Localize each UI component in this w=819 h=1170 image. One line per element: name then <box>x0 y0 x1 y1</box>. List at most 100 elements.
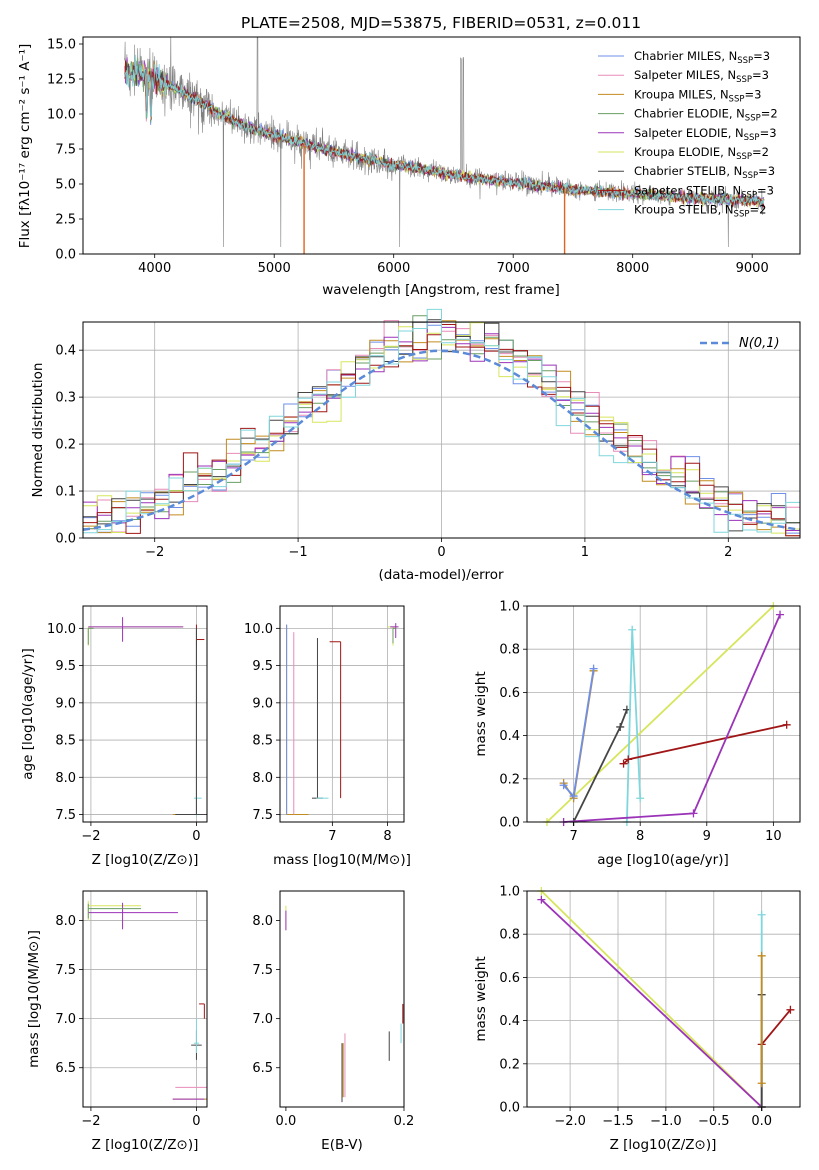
age_vs_mass-y-tick-label: 7.5 <box>252 808 273 823</box>
mass_vs_EBV-y-tick-label: 6.5 <box>252 1061 273 1076</box>
weight_vs_age-point-salpeter-stelib <box>624 755 633 764</box>
mass_vs_Z-x-tick-label: 0 <box>192 1114 200 1129</box>
weight_vs_Z-point-kroupa-stelib <box>757 910 766 919</box>
age_vs_Z-x-tick-label: −2 <box>81 829 100 844</box>
weight_vs_age-x-tick-label: 7 <box>569 829 577 844</box>
age_vs_mass-y-tick-label: 8.5 <box>252 734 273 749</box>
weight_vs_age-y-tick-label: 0.0 <box>499 816 520 831</box>
age_vs_mass-x-tick-label: 8 <box>383 829 391 844</box>
legend-suffix: =3 <box>753 49 770 63</box>
weight_vs_Z-point-salpeter-elodie <box>537 895 546 904</box>
weight_vs_Z-y-tick-label: 1.0 <box>499 885 520 900</box>
weight_vs_Z-x-tick-label: −2.0 <box>554 1114 586 1129</box>
residual-y-axis-label: Normed distribution <box>30 363 46 498</box>
weight_vs_age-point-kroupa-stelib <box>628 625 637 634</box>
residuals-y-tick-label: 0.4 <box>55 344 76 359</box>
massZ-x-axis-label: Z [log10(Z/Z⊙)] <box>92 1137 199 1153</box>
weight_vs_Z-x-tick-label: −1.5 <box>602 1114 634 1129</box>
legend-suffix: =3 <box>760 126 777 140</box>
age_vs_Z-y-tick-label: 8.0 <box>55 771 76 786</box>
residuals-x-tick-label: −2 <box>145 545 164 560</box>
model-spectrum-kroupa-stelib <box>124 54 765 209</box>
age_vs_Z-y-tick-label: 8.5 <box>55 734 76 749</box>
legend-subscript: SSP <box>745 114 761 124</box>
gauss-legend-label: N(0,1) <box>739 336 780 351</box>
weight_vs_Z-point-salpeter-stelib <box>786 1005 795 1014</box>
spectrum-x-tick-label: 7000 <box>497 261 530 276</box>
residuals-x-tick-label: −1 <box>289 545 308 560</box>
age_vs_Z-x-tick-label: 0 <box>192 829 200 844</box>
weight_vs_age-point-chabrier-miles <box>559 781 568 790</box>
weight_vs_age-point-salpeter-elodie <box>776 610 785 619</box>
legend-label: Salpeter MILES, NSSP=3 <box>634 68 769 85</box>
mass_vs_EBV-x-tick-label: 0.0 <box>276 1114 297 1129</box>
massZ-y-axis-label: mass [log10(M/M⊙)] <box>26 930 42 1068</box>
spectrum-y-tick-label: 10.0 <box>47 108 76 123</box>
weight_vs_age-x-tick-label: 8 <box>636 829 644 844</box>
weight_vs_age-point-chabrier-miles <box>569 792 578 801</box>
legend-subscript: SSP <box>737 56 753 66</box>
mass_vs_EBV-y-tick-label: 7.5 <box>252 963 273 978</box>
weight_vs_Z-y-tick-label: 0.0 <box>499 1101 520 1116</box>
residuals-x-tick-label: 0 <box>437 545 445 560</box>
legend-suffix: =3 <box>744 87 761 101</box>
spectrum-x-tick-label: 4000 <box>138 261 171 276</box>
legend-suffix: =2 <box>749 203 766 217</box>
mass_vs_Z-y-tick-label: 6.5 <box>55 1061 76 1076</box>
weight_vs_Z-x-tick-label: −0.5 <box>698 1114 730 1129</box>
spectrum-x-tick-label: 6000 <box>377 261 410 276</box>
spectrum-y-tick-label: 15.0 <box>47 38 76 53</box>
mass_vs_Z-y-tick-label: 7.5 <box>55 963 76 978</box>
legend-suffix: =3 <box>757 183 774 197</box>
legend-label: Salpeter STELIB, NSSP=3 <box>634 183 774 200</box>
legend-label: Salpeter ELODIE, NSSP=3 <box>634 126 777 143</box>
weight_vs_age-y-tick-label: 0.4 <box>499 729 520 744</box>
spectrum-x-axis-label: wavelength [Angstrom, rest frame] <box>322 282 560 298</box>
residuals-y-tick-label: 0.0 <box>55 532 76 547</box>
legend-label: Chabrier STELIB, NSSP=3 <box>634 164 775 181</box>
weight_vs_Z-point-kroupa-miles <box>757 951 766 960</box>
legend-subscript: SSP <box>729 94 745 104</box>
weight_vs_age-point-salpeter-stelib <box>782 720 791 729</box>
mass_vs_EBV-y-tick-label: 8.0 <box>252 914 273 929</box>
legend-subscript: SSP <box>742 171 758 181</box>
weight_vs_age-y-tick-label: 0.6 <box>499 686 520 701</box>
ageZ-x-axis-label: Z [log10(Z/Z⊙)] <box>92 852 199 868</box>
wZ-y-axis-label: mass weight <box>473 956 489 1041</box>
weight_vs_age-point-salpeter-stelib <box>619 759 628 768</box>
weight_vs_Z-y-tick-label: 0.4 <box>499 1014 520 1029</box>
mass_vs_EBV-y-tick-label: 7.0 <box>252 1012 273 1027</box>
residuals-x-tick-label: 2 <box>724 545 732 560</box>
legend-label: Chabrier MILES, NSSP=3 <box>634 49 770 66</box>
spectrum-y-tick-label: 5.0 <box>55 178 76 193</box>
age_vs_mass-y-tick-label: 8.0 <box>252 771 273 786</box>
weight_vs_age-x-tick-label: 10 <box>765 829 782 844</box>
spectrum-y-tick-label: 0.0 <box>55 248 76 263</box>
age_vs_mass-y-tick-label: 9.0 <box>252 696 273 711</box>
spectrum-legend: Chabrier MILES, NSSP=3 Salpeter MILES, NS… <box>598 49 778 220</box>
legend-suffix: =3 <box>758 164 775 178</box>
weight_vs_Z-series-salpeter-elodie <box>540 898 763 1108</box>
residual-legend: N(0,1) <box>700 336 780 351</box>
legend-suffix: =3 <box>752 68 769 82</box>
age_vs_mass-y-tick-label: 10.0 <box>244 622 273 637</box>
age_vs_Z-y-tick-label: 9.5 <box>55 659 76 674</box>
age-vs-mass-panel: 7 8 7.5 8.0 8.5 9.0 9.5 10.0 mass [log10(M/M⊙)] <box>244 605 411 868</box>
spectrum-title: PLATE=2508, MJD=53875, FIBERID=0531, z=0… <box>241 14 641 32</box>
weight_vs_age-point-chabrier-stelib <box>616 722 625 731</box>
weight_vs_age-point-kroupa-stelib <box>636 794 645 803</box>
age-vs-metallicity-panel: −2 0 7.5 8.0 8.5 9.0 9.5 10.0 Z [log10(Z/Z⊙)] a… <box>20 605 208 868</box>
age_vs_Z-y-tick-label: 10.0 <box>47 622 76 637</box>
weight_vs_age-x-tick-label: 9 <box>703 829 711 844</box>
legend-subscript: SSP <box>736 75 752 85</box>
weight_vs_age-point-chabrier-miles <box>589 664 598 673</box>
spectrum-x-tick-label: 9000 <box>736 261 769 276</box>
weight_vs_age-y-tick-label: 0.8 <box>499 643 520 658</box>
legend-label: Kroupa STELIB, NSSP=2 <box>634 203 766 220</box>
mass-vs-metallicity-panel: −2 0 6.5 7.0 7.5 8.0 Z [log10(Z/Z⊙)] mass [lo… <box>26 890 208 1153</box>
weight-vs-age-panel: 7 8 9 10 0.0 0.2 0.4 0.6 0.8 1.0 age [log10(age/y… <box>473 600 801 868</box>
residuals-y-tick-label: 0.3 <box>55 391 76 406</box>
weight_vs_Z-x-tick-label: 0.0 <box>751 1114 772 1129</box>
age_vs_mass-x-tick-label: 7 <box>328 829 336 844</box>
